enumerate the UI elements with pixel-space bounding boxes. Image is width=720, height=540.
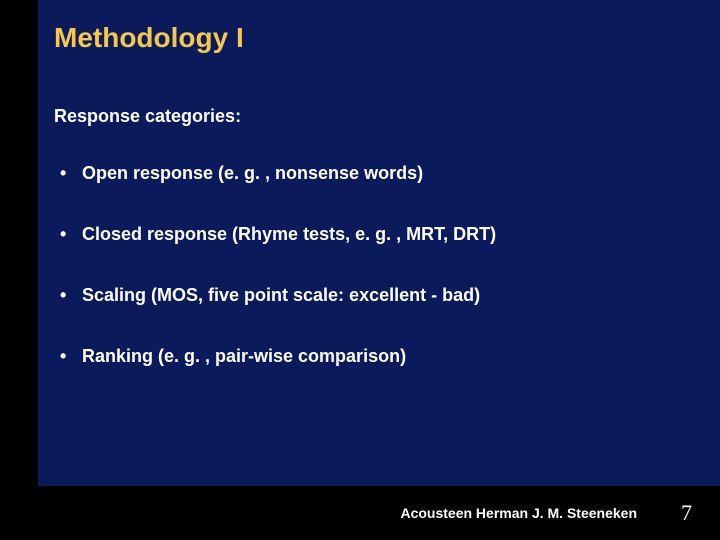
slide-title: Methodology I xyxy=(54,22,690,54)
footer: Acousteen Herman J. M. Steeneken 7 xyxy=(0,486,720,540)
left-stripe xyxy=(0,0,38,486)
footer-author: Acousteen Herman J. M. Steeneken xyxy=(400,505,637,521)
bullet-item: Ranking (e. g. , pair-wise comparison) xyxy=(60,346,690,367)
subtitle: Response categories: xyxy=(54,106,690,127)
page-number: 7 xyxy=(681,500,692,526)
main-area: Methodology I Response categories: Open … xyxy=(0,0,720,486)
bullet-item: Closed response (Rhyme tests, e. g. , MR… xyxy=(60,224,690,245)
content-area: Methodology I Response categories: Open … xyxy=(38,0,720,486)
slide: Methodology I Response categories: Open … xyxy=(0,0,720,540)
bullet-item: Scaling (MOS, five point scale: excellen… xyxy=(60,285,690,306)
bullet-item: Open response (e. g. , nonsense words) xyxy=(60,163,690,184)
bullet-list: Open response (e. g. , nonsense words) C… xyxy=(54,163,690,367)
